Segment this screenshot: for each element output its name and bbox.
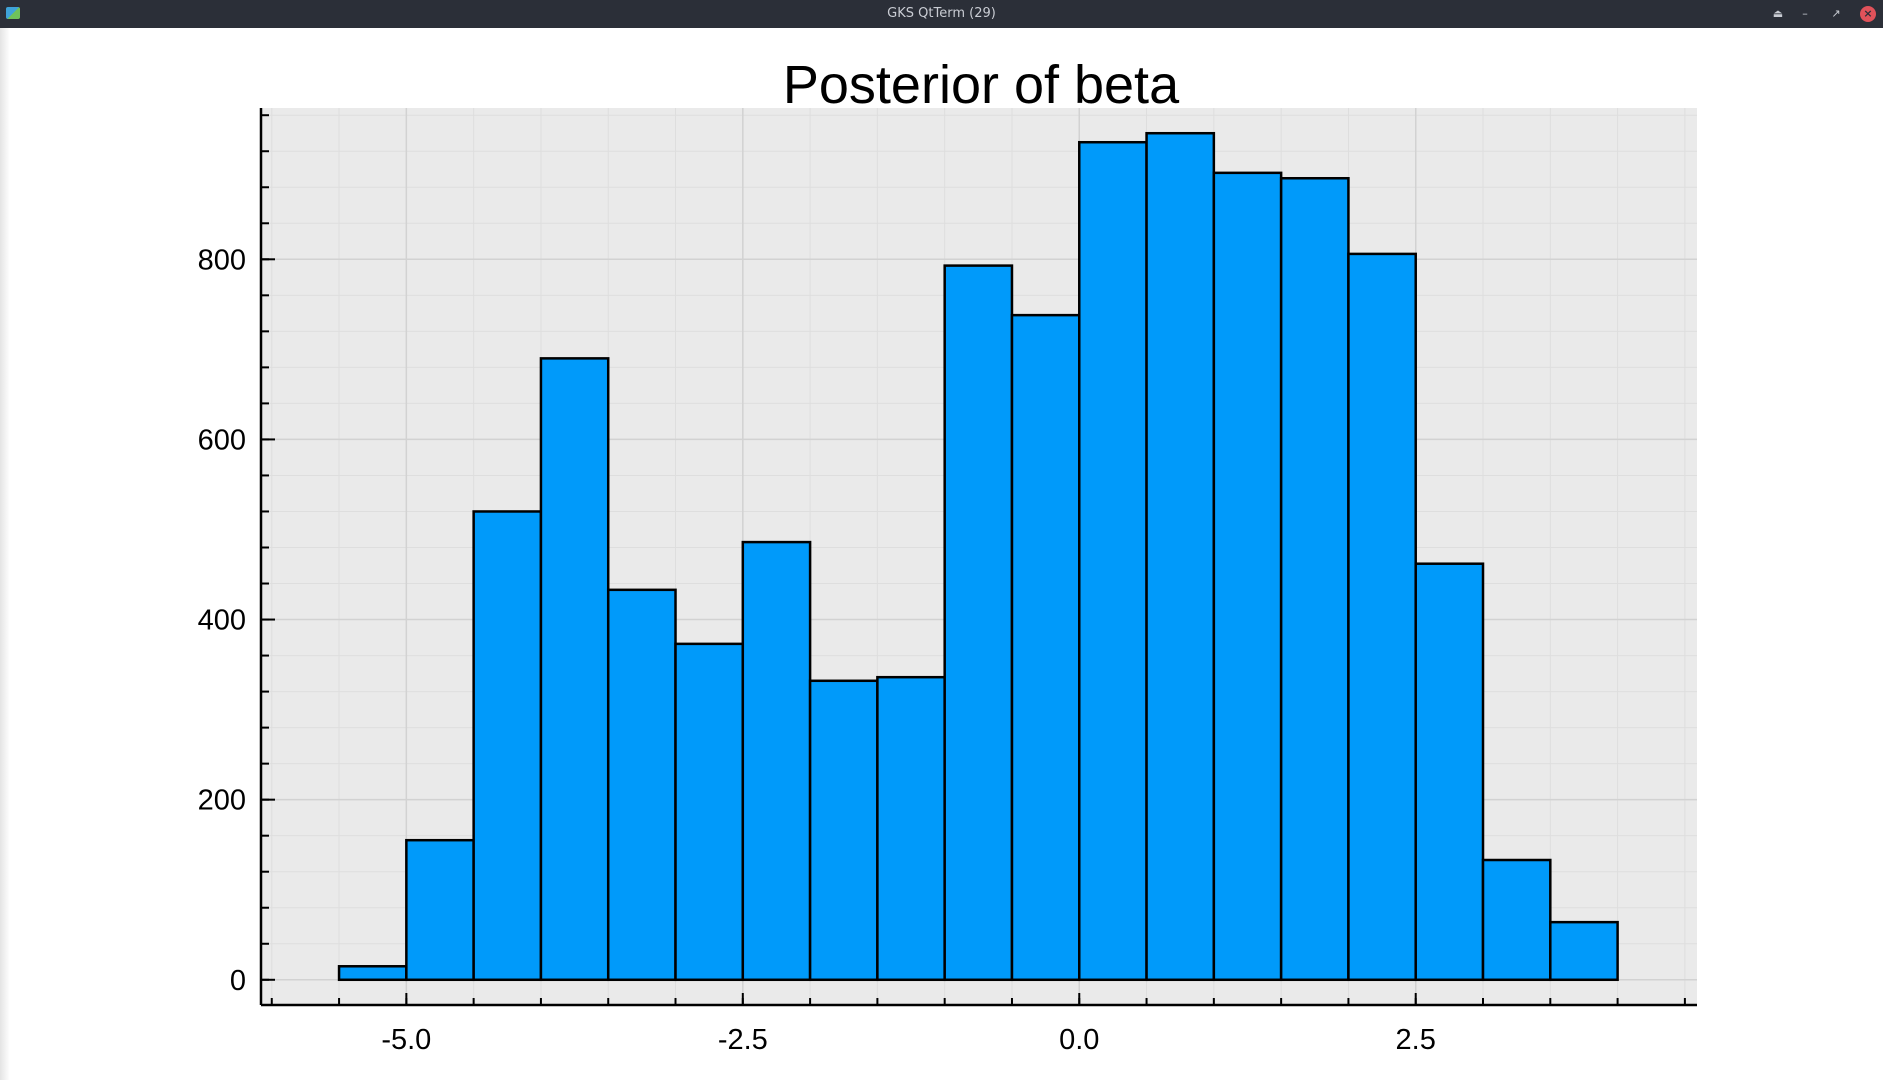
tick-labels: -5.0 -2.5 0.0 2.5 0 200 400 600 800 xyxy=(198,244,1436,1056)
y-tick-label: 400 xyxy=(198,605,246,637)
histogram-bar xyxy=(1481,858,1552,982)
chart-title: Posterior of beta xyxy=(783,55,1180,115)
histogram-chart: Posterior of beta -5.0 -2.5 0.0 2.5 0 200 400 6… xyxy=(198,55,1697,1056)
x-tick-label: 0.0 xyxy=(1059,1024,1099,1056)
axes xyxy=(259,108,1697,1007)
histogram-bar xyxy=(1549,920,1619,982)
y-tick-label: 0 xyxy=(230,965,246,997)
histogram-bar xyxy=(472,510,543,982)
app-icon xyxy=(6,7,20,19)
histogram-bar xyxy=(1145,131,1216,982)
y-tick-label: 600 xyxy=(198,424,246,456)
histogram-bar xyxy=(1010,313,1081,982)
histogram-bar xyxy=(876,675,946,982)
histogram-bar xyxy=(808,679,879,982)
x-tick-label: -5.0 xyxy=(381,1024,431,1056)
histogram-bar xyxy=(1279,176,1350,982)
window-edge-shadow xyxy=(0,28,10,1080)
histogram-bar xyxy=(337,965,408,982)
histogram-bar xyxy=(405,838,475,982)
window-titlebar[interactable]: GKS QtTerm (29) ⏏ – ↗ × xyxy=(0,0,1883,28)
histogram-bar xyxy=(674,642,745,982)
histogram-bars xyxy=(337,131,1619,982)
histogram-bar xyxy=(1078,140,1148,982)
y-tick-label: 200 xyxy=(198,785,246,817)
window-title: GKS QtTerm (29) xyxy=(887,6,996,21)
histogram-bar xyxy=(1212,171,1283,982)
maximize-icon[interactable]: ↗ xyxy=(1831,7,1841,20)
histogram-bar xyxy=(606,588,677,982)
x-tick-label: -2.5 xyxy=(718,1024,768,1056)
histogram-bar xyxy=(1347,252,1417,982)
histogram-bar xyxy=(1414,562,1485,982)
y-tick-label: 800 xyxy=(198,244,246,276)
histogram-bar xyxy=(539,357,610,982)
histogram-bar xyxy=(741,540,812,982)
close-icon[interactable]: × xyxy=(1860,6,1876,22)
histogram-bar xyxy=(943,264,1014,982)
x-tick-label: 2.5 xyxy=(1396,1024,1436,1056)
minimize-icon[interactable]: – xyxy=(1802,7,1808,20)
plot-canvas: Posterior of beta -5.0 -2.5 0.0 2.5 0 200 400 6… xyxy=(0,28,1883,1080)
eject-icon[interactable]: ⏏ xyxy=(1772,7,1784,20)
